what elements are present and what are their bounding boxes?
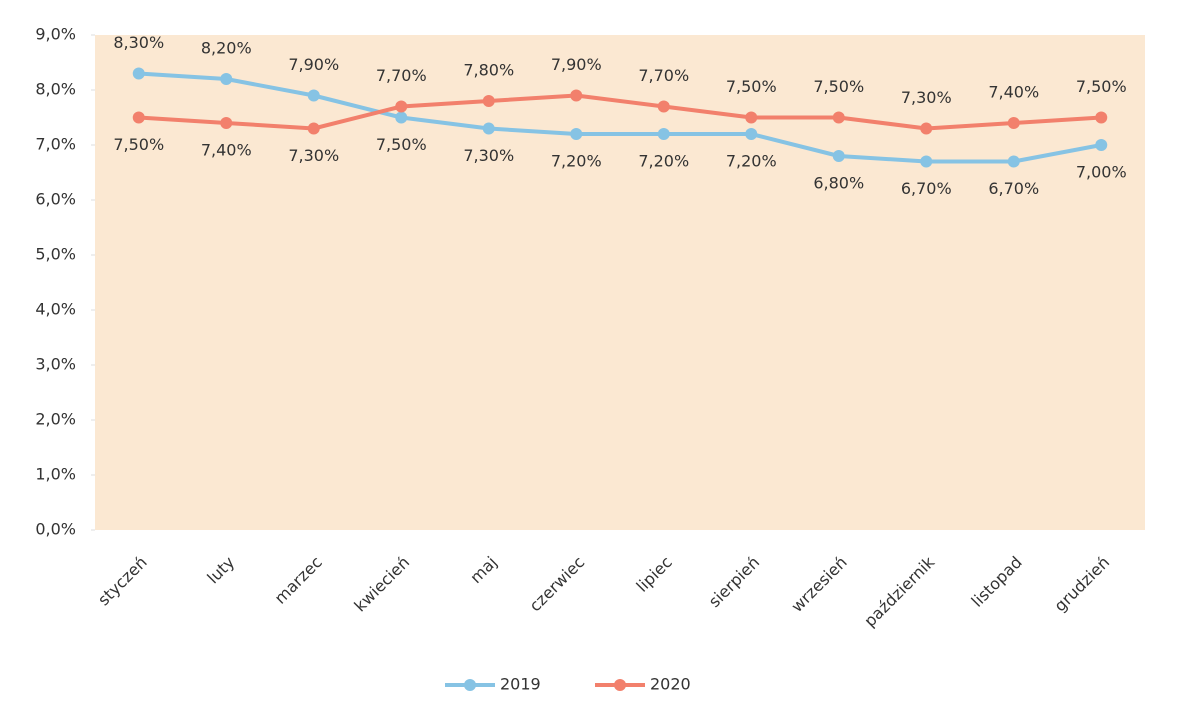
data-label: 7,70% <box>376 66 427 85</box>
x-tick-label: październik <box>860 552 939 631</box>
point <box>132 67 145 80</box>
point <box>657 128 670 140</box>
x-tick-label: luty <box>203 553 238 588</box>
point <box>307 89 320 102</box>
point <box>1095 139 1108 151</box>
point <box>1007 155 1020 168</box>
point <box>132 111 145 124</box>
x-tick-label: kwiecień <box>350 553 413 616</box>
x-tick-label: wrzesień <box>787 553 850 616</box>
x-tick-label: lipiec <box>633 553 676 596</box>
y-tick-label: 9,0% <box>35 25 76 44</box>
data-label: 7,90% <box>288 55 339 74</box>
legend-marker <box>464 679 476 691</box>
data-label: 7,40% <box>201 141 252 160</box>
y-tick-label: 6,0% <box>35 190 76 209</box>
legend-label: 2020 <box>650 675 691 694</box>
data-label: 7,40% <box>988 83 1039 102</box>
y-tick-label: 5,0% <box>35 245 76 264</box>
data-label: 7,20% <box>726 152 777 171</box>
x-tick-label: czerwiec <box>525 553 588 616</box>
point <box>220 117 233 129</box>
x-tick-label: listopad <box>967 553 1025 611</box>
data-label: 6,70% <box>988 179 1039 198</box>
x-tick-label: marzec <box>271 553 326 608</box>
y-tick-label: 1,0% <box>35 465 76 484</box>
data-label: 8,20% <box>201 39 252 58</box>
data-label: 7,30% <box>463 146 514 165</box>
x-tick-label: sierpień <box>705 553 764 612</box>
point <box>482 122 495 135</box>
data-label: 7,00% <box>1076 163 1127 182</box>
data-label: 7,50% <box>376 135 427 154</box>
data-label: 8,30% <box>113 33 164 52</box>
y-tick-label: 7,0% <box>35 135 76 154</box>
y-tick-label: 8,0% <box>35 80 76 99</box>
point <box>570 89 583 102</box>
x-tick-label: grudzień <box>1050 553 1113 616</box>
point <box>832 150 845 162</box>
y-tick-label: 4,0% <box>35 300 76 319</box>
y-tick-label: 0,0% <box>35 520 76 539</box>
data-label: 7,30% <box>288 146 339 165</box>
point <box>482 95 495 107</box>
y-tick-label: 2,0% <box>35 410 76 429</box>
series-line <box>138 71 1102 164</box>
point <box>307 122 320 135</box>
legend-label: 2019 <box>500 675 541 694</box>
y-tick-label: 3,0% <box>35 355 76 374</box>
x-tick-label: styczeń <box>94 553 151 610</box>
point <box>832 111 845 124</box>
data-label: 7,50% <box>726 77 777 96</box>
series-line <box>138 93 1102 131</box>
data-label: 7,50% <box>1076 77 1127 96</box>
point <box>745 111 758 124</box>
data-label: 7,70% <box>638 66 689 85</box>
data-label: 7,80% <box>463 61 514 80</box>
point <box>745 128 758 140</box>
point <box>395 100 408 113</box>
point <box>920 155 933 168</box>
data-label: 7,20% <box>638 152 689 171</box>
point <box>1007 117 1020 129</box>
point <box>1095 111 1108 124</box>
data-label: 7,30% <box>901 88 952 107</box>
x-tick-label: maj <box>466 553 501 588</box>
point <box>920 122 933 135</box>
plot-area <box>95 35 1145 530</box>
legend-marker <box>614 679 626 691</box>
point <box>220 73 233 85</box>
point <box>657 100 670 113</box>
data-label: 7,50% <box>813 77 864 96</box>
point <box>570 128 583 140</box>
data-label: 7,50% <box>113 135 164 154</box>
data-label: 7,20% <box>551 152 602 171</box>
data-label: 6,80% <box>813 174 864 193</box>
data-label: 6,70% <box>901 179 952 198</box>
point <box>395 111 408 124</box>
data-label: 7,90% <box>551 55 602 74</box>
